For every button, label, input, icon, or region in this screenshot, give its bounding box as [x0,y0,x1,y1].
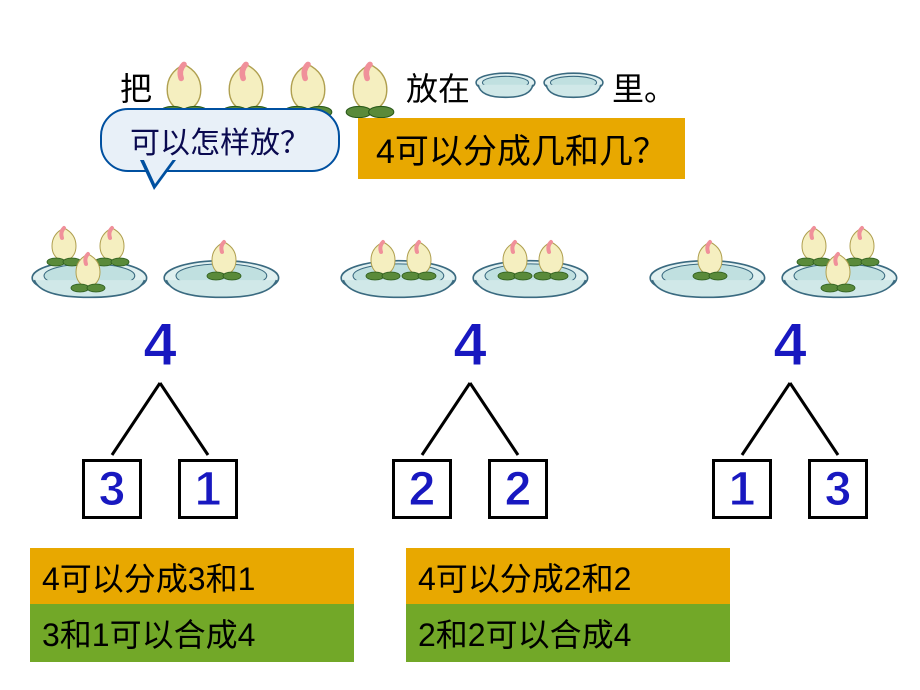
plate-with-peaches [780,216,900,300]
bowl-icon [542,70,608,104]
plate-group-1 [30,210,282,300]
bowl-row-top [474,70,608,104]
plate-with-peaches [339,216,459,300]
left-number: 2 [392,459,452,519]
plate-row [30,210,900,300]
right-number: 2 [488,459,548,519]
top-number: 4 [690,310,890,379]
peach-icon [68,248,112,296]
bowl-icon [474,70,540,104]
peach-icon [690,236,734,284]
right-number: 3 [808,459,868,519]
left-number: 3 [82,459,142,519]
peach-icon [204,236,248,284]
leaf-row: 1 3 [690,459,890,519]
leaf-row: 2 2 [370,459,570,519]
text-after: 里。 [612,64,676,110]
bubble-tail-icon [140,160,176,190]
plate-group-3 [648,210,900,300]
branch-lines [370,379,570,459]
plate-with-peaches [648,216,768,300]
diagram-row: 4 3 1 4 2 2 4 [0,310,920,540]
statement: 2和2可以合成4 [406,604,730,662]
speech-bubble: 可以怎样放？ [100,108,340,172]
peach-icon [399,236,443,284]
plate-with-peaches [471,216,591,300]
split-diagram: 4 2 2 [370,310,570,519]
peach-icon [342,56,402,118]
split-diagram: 4 3 1 [60,310,260,519]
bubble-text: 可以怎样放？ [100,108,340,172]
plate-with-peaches [162,216,282,300]
statement: 4可以分成2和2 [406,548,730,606]
split-diagram: 4 1 3 [690,310,890,519]
peach-icon [818,248,862,296]
text-before: 把 [120,64,152,110]
top-number: 4 [370,310,570,379]
left-number: 1 [712,459,772,519]
question-banner: 4可以分成几和几？ [358,118,685,179]
branch-lines [60,379,260,459]
branch-lines [690,379,890,459]
statement: 4可以分成3和1 [30,548,354,606]
text-mid: 放在 [406,64,470,110]
peach-icon [531,236,575,284]
leaf-row: 3 1 [60,459,260,519]
plate-group-2 [339,210,591,300]
plate-with-peaches [30,216,150,300]
right-number: 1 [178,459,238,519]
top-number: 4 [60,310,260,379]
statement: 3和1可以合成4 [30,604,354,662]
